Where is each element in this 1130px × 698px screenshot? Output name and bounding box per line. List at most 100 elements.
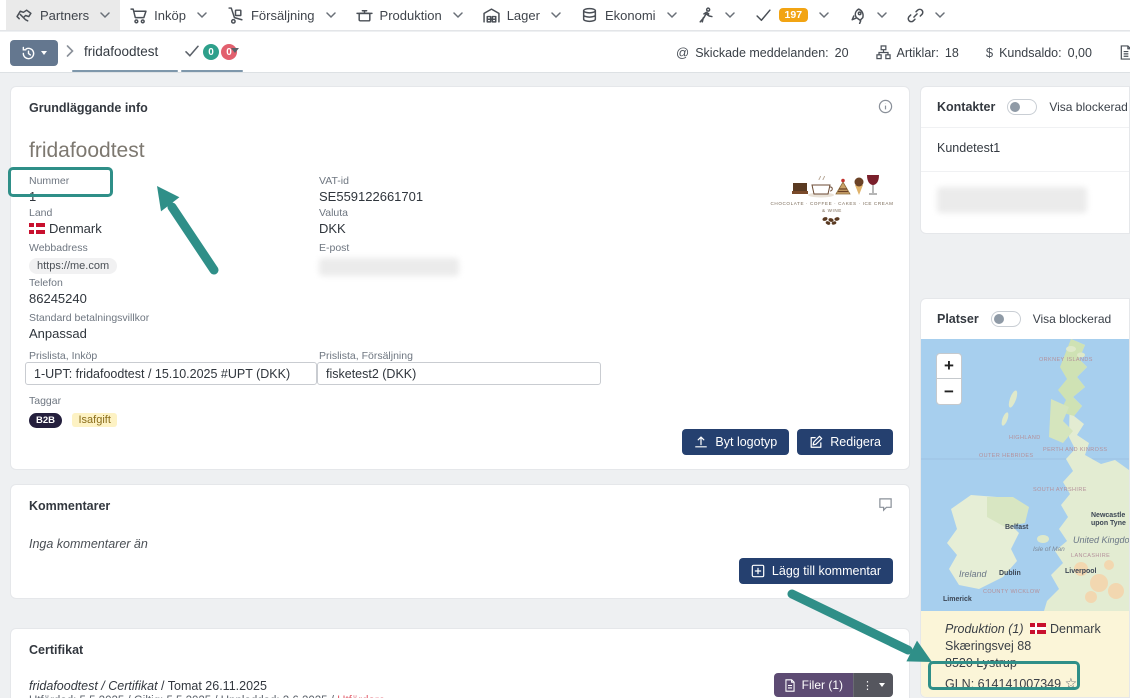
field-value: 1 [29, 189, 37, 204]
comments-title: Kommentarer [29, 499, 111, 513]
pricelist-purchase-select[interactable]: 1-UPT: fridafoodtest / 15.10.2025 #UPT (… [25, 362, 317, 385]
partner-stats: @ Skickade meddelanden: 20 Artiklar: 18 … [676, 32, 1130, 72]
contacts-title: Kontakter [937, 100, 996, 114]
nav-item-label: Inköp [154, 7, 186, 23]
location-country: Denmark [1050, 622, 1101, 636]
star-icon[interactable]: ☆ [1064, 674, 1078, 691]
locations-map[interactable]: ORKNEY ISLANDS HIGHLAND OUTER HEBRIDES P… [921, 339, 1129, 611]
nav-item-label: Försäljning [250, 7, 315, 23]
certificates-title: Certifikat [29, 643, 84, 657]
pricelist-sales-select[interactable]: fisketest2 (DKK) [317, 362, 601, 385]
contacts-card: Kontakter Visa blockerad Kundetest1 [920, 86, 1130, 234]
field-webbadress: Webbadress https://me.com [29, 242, 118, 274]
website-link[interactable]: https://me.com [29, 258, 118, 274]
button-label: Byt logotyp [715, 435, 778, 449]
map-label-newcastle: Newcastle [1091, 512, 1125, 519]
chevron-down-icon [877, 11, 887, 18]
hand-truck-icon [228, 6, 243, 24]
handshake-icon [16, 8, 32, 22]
field-label: Nummer [29, 175, 70, 187]
stat-value: 18 [944, 45, 959, 60]
show-blocked-toggle[interactable] [990, 311, 1021, 327]
nav-item-lager[interactable]: Lager [473, 0, 571, 30]
map-label-uk: United Kingdom [1073, 535, 1129, 545]
upload-icon [695, 436, 708, 448]
nav-item-ekonomi[interactable]: Ekonomi [571, 0, 687, 30]
stat-income[interactable]: Inkomst: [1119, 45, 1130, 60]
stat-label: Kundsaldo: [999, 45, 1062, 60]
tab-underline [181, 70, 243, 72]
nav-item-activities[interactable] [687, 0, 745, 30]
coins-icon [582, 7, 597, 22]
certificate-issuer-link[interactable]: Utfärdare [337, 695, 385, 698]
tab-dropdown-caret[interactable] [231, 48, 239, 53]
nav-item-links[interactable] [897, 0, 955, 30]
tab-ok-badge[interactable]: 0 [203, 44, 219, 60]
nav-item-produktion[interactable]: Produktion [346, 0, 473, 30]
chevron-down-icon [325, 11, 336, 18]
info-icon[interactable] [878, 99, 893, 114]
nav-item-tasks[interactable]: 197 [745, 0, 840, 30]
map-zoom-out-button[interactable]: − [936, 379, 962, 405]
chevron-down-icon [724, 11, 735, 18]
files-more-button[interactable]: ⋮ [853, 673, 893, 697]
places-title: Platser [937, 312, 979, 326]
map-label-dublin: Dublin [999, 570, 1021, 577]
stat-sent-messages[interactable]: @ Skickade meddelanden: 20 [676, 45, 849, 60]
map-label-belfast: Belfast [1005, 524, 1029, 531]
at-icon: @ [676, 45, 690, 60]
stat-label: Skickade meddelanden: [695, 45, 829, 60]
map-label-liverpool: Liverpool [1065, 568, 1097, 575]
map-label-lancashire: LANCASHIRE [1071, 553, 1110, 559]
denmark-flag-icon [1030, 623, 1046, 634]
plus-square-icon [751, 564, 765, 578]
change-logo-button[interactable]: Byt logotyp [682, 429, 790, 455]
history-caret-icon [41, 51, 47, 55]
field-nummer: Nummer 1 [29, 175, 69, 204]
warehouse-icon [483, 7, 500, 23]
field-label: VAT-id [319, 175, 349, 187]
nav-item-inkop[interactable]: Inköp [120, 0, 217, 30]
edit-pencil-icon [810, 435, 823, 448]
certificate-dates: Utfärdad: 5.5.2025 / Giltig: 5.5.2025 / … [29, 695, 334, 698]
add-comment-button[interactable]: Lägg till kommentar [738, 558, 893, 584]
files-button[interactable]: Filer (1) [773, 673, 853, 697]
nav-item-forsaljning[interactable]: Försäljning [217, 0, 346, 30]
partner-tab[interactable]: fridafoodtest [84, 44, 159, 59]
stat-customer-balance[interactable]: $ Kundsaldo: 0,00 [986, 45, 1092, 60]
map-zoom-in-button[interactable]: + [936, 353, 962, 379]
show-blocked-toggle[interactable] [1007, 99, 1038, 115]
contact-list-item[interactable]: Kundetest1 [921, 127, 1129, 171]
certificate-partner: fridafoodtest [29, 679, 98, 693]
nav-item-label: Produktion [379, 7, 442, 23]
map-label-limerick: Limerick [943, 596, 972, 603]
certificate-row[interactable]: fridafoodtest / Certifikat / Tomat 26.11… [29, 679, 267, 693]
field-label: Prislista, Inköp [29, 350, 98, 362]
field-label: Standard betalningsvillkor [29, 312, 150, 324]
dollar-icon: $ [985, 45, 994, 60]
button-label: Lägg till kommentar [771, 564, 881, 578]
map-label-newcastle2: upon Tyne [1091, 520, 1126, 527]
certificate-name: Tomat 26.11.2025 [167, 679, 267, 693]
redacted-contact [937, 187, 1087, 213]
rocket-icon [851, 7, 864, 24]
nav-item-partners[interactable]: Partners [6, 0, 121, 30]
contact-list-item[interactable] [921, 171, 1129, 227]
edit-button[interactable]: Redigera [797, 429, 893, 455]
tag-isafgift[interactable]: Isafgift [72, 413, 117, 427]
breadcrumb-chevron-icon [66, 45, 74, 57]
comment-bubble-icon[interactable] [878, 497, 893, 512]
tag-b2b[interactable]: B2B [29, 413, 63, 428]
field-valuta: Valuta DKK [319, 207, 348, 236]
history-button[interactable] [10, 40, 58, 66]
nav-item-label: Partners [40, 7, 90, 23]
stat-value: 0,00 [1067, 45, 1092, 60]
basic-info-card: Grundläggande info fridafoodtest Nummer … [10, 86, 910, 470]
field-label: Telefon [29, 277, 63, 289]
tasks-count-badge[interactable]: 197 [778, 8, 809, 22]
stat-articles[interactable]: Artiklar: 18 [875, 45, 959, 60]
nav-item-launch[interactable] [839, 0, 897, 30]
chevron-down-icon [197, 11, 207, 18]
location-address[interactable]: Produktion (1) Denmark Skæringsvej 88 85… [921, 611, 1129, 697]
sitemap-icon [875, 45, 891, 60]
